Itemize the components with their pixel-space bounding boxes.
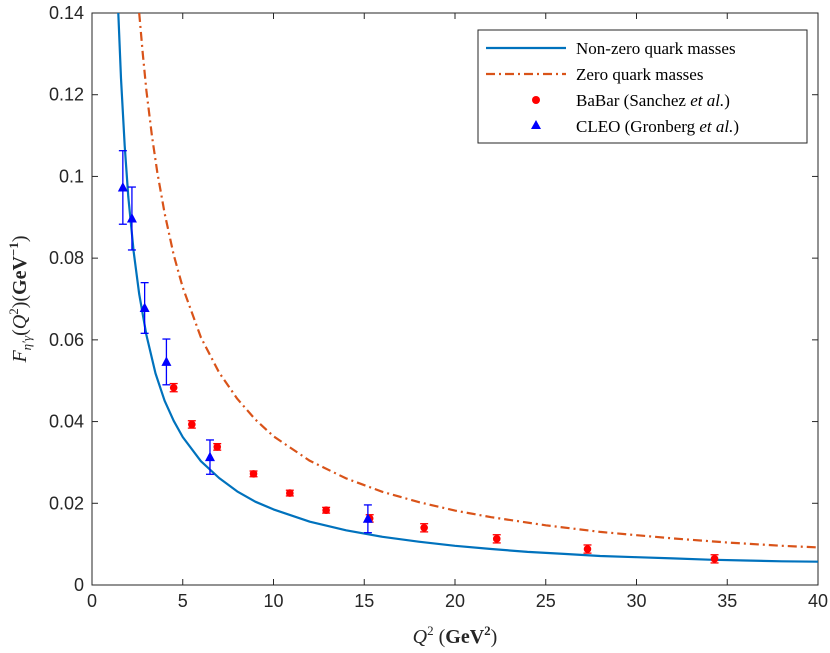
x-tick-label: 5: [178, 591, 188, 611]
legend-marker-babar: [532, 96, 540, 104]
nonzero-mass-curve: [117, 13, 818, 563]
legend-label-cleo: CLEO (Gronberg et al.): [576, 117, 739, 136]
x-tick-label: 30: [626, 591, 646, 611]
cleo-point: [362, 513, 373, 523]
legend: Non-zero quark masses Zero quark masses …: [477, 29, 808, 144]
x-axis-label: Q2 (GeV2): [413, 623, 498, 648]
x-tick-label: 0: [87, 591, 97, 611]
cleo-point: [139, 302, 150, 312]
y-tick-label: 0.06: [49, 330, 84, 350]
y-tick-label: 0.12: [49, 85, 84, 105]
cleo-point: [161, 356, 172, 366]
x-tick-label: 10: [263, 591, 283, 611]
legend-label-zero: Zero quark masses: [576, 65, 703, 84]
x-tick-label: 35: [717, 591, 737, 611]
babar-point: [249, 470, 258, 478]
babar-point: [286, 489, 294, 497]
babar-point: [169, 383, 178, 392]
babar-point: [492, 535, 501, 543]
y-axis: 0 0.02 0.04 0.06 0.08 0.1 0.12 0.14: [49, 3, 818, 595]
x-tick-label: 15: [354, 591, 374, 611]
cleo-point: [126, 213, 137, 223]
babar-point: [420, 524, 428, 532]
babar-point: [583, 545, 592, 553]
marker-layer: [117, 150, 719, 564]
y-tick-label: 0.14: [49, 3, 84, 23]
cleo-point: [204, 451, 215, 462]
y-tick-label: 0: [74, 575, 84, 595]
cleo-point: [117, 181, 128, 192]
legend-marker-cleo: [531, 120, 541, 129]
y-tick-label: 0.02: [49, 493, 84, 513]
y-tick-label: 0.04: [49, 412, 84, 432]
babar-point: [188, 420, 196, 429]
zero-mass-curve: [138, 13, 818, 549]
x-axis: 0 5 10 15 20 25 30 35 40: [87, 13, 828, 611]
x-tick-label: 20: [445, 591, 465, 611]
legend-label-babar: BaBar (Sanchez et al.): [576, 91, 730, 110]
y-tick-label: 0.08: [49, 248, 84, 268]
legend-label-nonzero: Non-zero quark masses: [576, 39, 736, 58]
babar-point: [322, 506, 330, 515]
series-layer: [117, 13, 818, 563]
x-tick-label: 25: [536, 591, 556, 611]
x-tick-label: 40: [808, 591, 828, 611]
y-tick-label: 0.1: [59, 166, 84, 186]
babar-point: [710, 555, 719, 563]
y-axis-label: Fη′γ(Q2)(GeV−1): [6, 235, 34, 363]
babar-point: [213, 443, 222, 451]
